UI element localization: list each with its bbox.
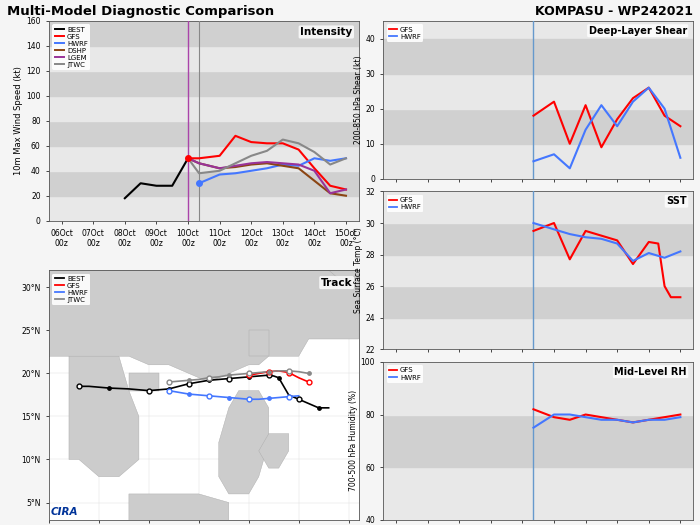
Bar — [49, 196, 358, 220]
Bar — [384, 415, 693, 467]
Bar — [384, 255, 693, 286]
Bar — [384, 223, 693, 255]
Bar — [384, 144, 693, 179]
Bar — [384, 109, 693, 144]
Text: Intensity: Intensity — [300, 27, 352, 37]
Y-axis label: 200-850 hPa Shear (kt): 200-850 hPa Shear (kt) — [354, 56, 363, 144]
Bar — [49, 171, 358, 196]
Bar — [384, 192, 693, 223]
Text: Track: Track — [321, 278, 352, 288]
Bar — [384, 318, 693, 349]
Legend: GFS, HWRF: GFS, HWRF — [387, 195, 423, 212]
Bar — [384, 74, 693, 109]
Text: Mid-Level RH: Mid-Level RH — [615, 366, 687, 376]
Bar — [49, 21, 358, 46]
Y-axis label: 700-500 hPa Humidity (%): 700-500 hPa Humidity (%) — [349, 390, 358, 491]
Legend: GFS, HWRF: GFS, HWRF — [387, 25, 423, 41]
Bar — [49, 71, 358, 96]
Legend: BEST, GFS, HWRF, JTWC: BEST, GFS, HWRF, JTWC — [52, 274, 90, 305]
Bar — [49, 96, 358, 121]
Y-axis label: Sea Surface Temp (°C): Sea Surface Temp (°C) — [354, 227, 363, 313]
Text: Deep-Layer Shear: Deep-Layer Shear — [589, 26, 687, 36]
Text: KOMPASU - WP242021: KOMPASU - WP242021 — [535, 5, 693, 18]
Legend: BEST, GFS, HWRF, DSHP, LGEM, JTWC: BEST, GFS, HWRF, DSHP, LGEM, JTWC — [52, 25, 90, 70]
Bar — [49, 146, 358, 171]
Bar — [384, 362, 693, 415]
Bar — [49, 121, 358, 146]
Bar — [49, 46, 358, 71]
Text: Multi-Model Diagnostic Comparison: Multi-Model Diagnostic Comparison — [7, 5, 274, 18]
Y-axis label: 10m Max Wind Speed (kt): 10m Max Wind Speed (kt) — [15, 66, 23, 175]
Text: CIRA: CIRA — [50, 507, 78, 517]
Bar — [384, 467, 693, 520]
Text: SST: SST — [666, 196, 687, 206]
Legend: GFS, HWRF: GFS, HWRF — [387, 365, 423, 383]
Bar — [384, 38, 693, 74]
Bar — [384, 286, 693, 318]
